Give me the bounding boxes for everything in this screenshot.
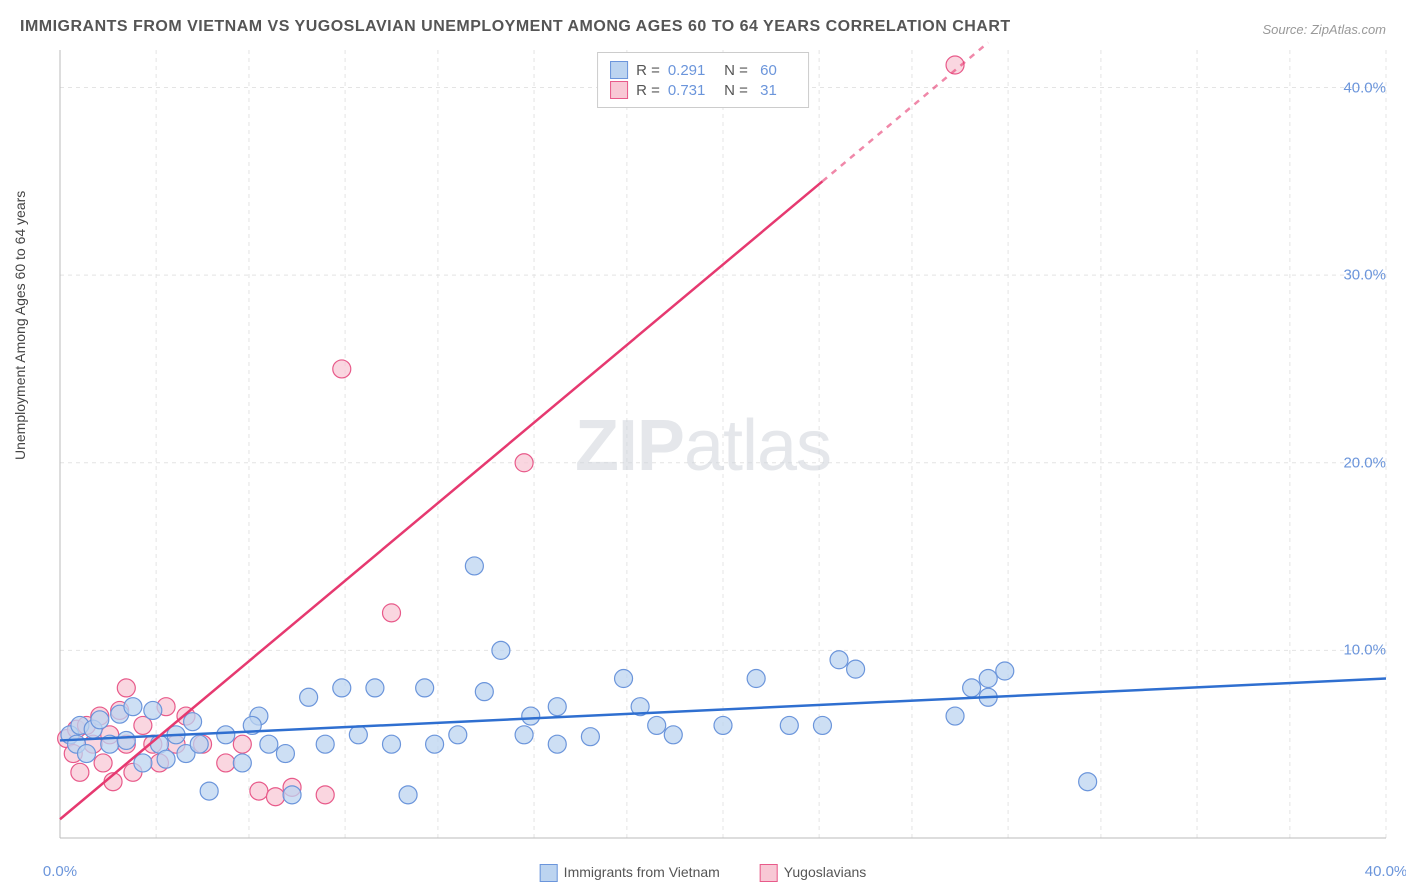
legend-label: Immigrants from Vietnam <box>564 864 720 880</box>
n-label: N = <box>716 82 748 99</box>
legend-swatch <box>760 864 778 882</box>
legend-stats-row: R = 0.731 N = 31 <box>610 81 796 99</box>
legend-stats-box: R = 0.291 N = 60 R = 0.731 N = 31 <box>597 52 809 108</box>
y-tick-label: 10.0% <box>1343 642 1386 659</box>
legend-label: Yugoslavians <box>784 864 867 880</box>
n-value: 60 <box>756 62 796 79</box>
legend-swatch <box>610 81 628 99</box>
r-label: R = <box>636 62 660 79</box>
legend-item: Yugoslavians <box>760 864 867 882</box>
y-tick-label: 30.0% <box>1343 267 1386 284</box>
legend-swatch <box>610 61 628 79</box>
legend-series: Immigrants from Vietnam Yugoslavians <box>540 864 867 882</box>
n-value: 31 <box>756 82 796 99</box>
x-tick-label: 40.0% <box>1365 863 1406 880</box>
scatter-chart <box>0 0 1406 892</box>
r-label: R = <box>636 82 660 99</box>
y-tick-label: 20.0% <box>1343 454 1386 471</box>
chart-container: IMMIGRANTS FROM VIETNAM VS YUGOSLAVIAN U… <box>0 0 1406 892</box>
legend-swatch <box>540 864 558 882</box>
x-tick-label: 0.0% <box>43 863 77 880</box>
n-label: N = <box>716 62 748 79</box>
legend-stats-row: R = 0.291 N = 60 <box>610 61 796 79</box>
r-value: 0.291 <box>668 62 708 79</box>
r-value: 0.731 <box>668 82 708 99</box>
legend-item: Immigrants from Vietnam <box>540 864 720 882</box>
y-tick-label: 40.0% <box>1343 79 1386 96</box>
